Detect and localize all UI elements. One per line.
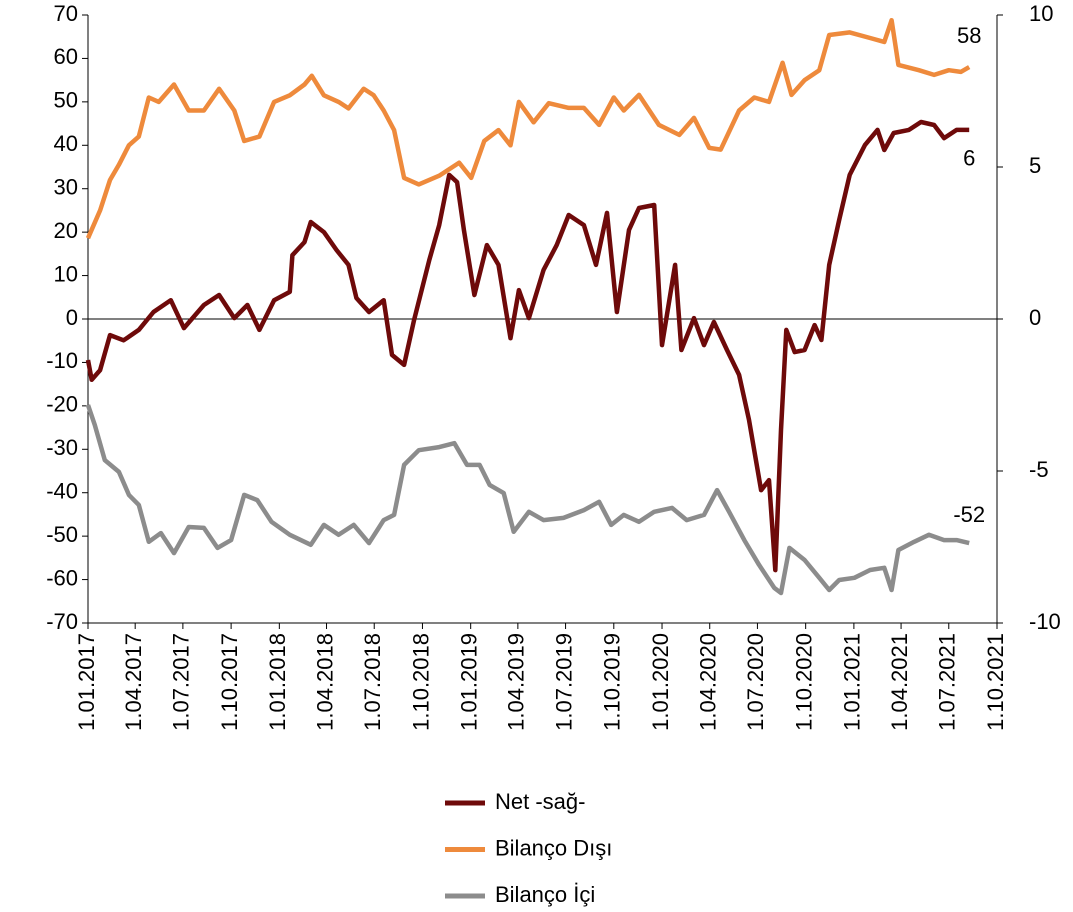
annotation: -52 [953, 502, 985, 527]
annotation: 58 [957, 23, 981, 48]
x-tick-label: 1.07.2020 [743, 633, 768, 731]
x-tick-label: 1.07.2017 [169, 633, 194, 731]
x-tick-label: 1.04.2017 [121, 633, 146, 731]
y-tick-label: 30 [54, 175, 78, 200]
x-tick-label: 1.07.2019 [551, 633, 576, 731]
x-tick-label: 1.01.2019 [456, 633, 481, 731]
legend-label: Bilanço Dışı [495, 835, 612, 860]
series-line [85, 119, 970, 573]
y-tick-label: -40 [46, 479, 78, 504]
annotation: 6 [963, 146, 975, 171]
y-tick-label: 10 [54, 261, 78, 286]
y2-tick-label: -10 [1029, 609, 1061, 634]
y-tick-label: -20 [46, 392, 78, 417]
x-tick-label: 1.04.2018 [312, 633, 337, 731]
y-tick-label: 50 [54, 88, 78, 113]
x-tick-label: 1.07.2018 [360, 633, 385, 731]
y-tick-label: 20 [54, 218, 78, 243]
x-tick-label: 1.10.2021 [983, 633, 1008, 731]
x-tick-label: 1.10.2020 [791, 633, 816, 731]
x-tick-label: 1.04.2021 [887, 633, 912, 731]
x-tick-label: 1.04.2019 [504, 633, 529, 731]
y-tick-label: -60 [46, 565, 78, 590]
y-tick-label: 70 [54, 1, 78, 26]
y2-tick-label: -5 [1029, 457, 1049, 482]
legend-label: Net -sağ- [495, 789, 585, 814]
y-tick-label: -70 [46, 609, 78, 634]
y-tick-label: 0 [66, 305, 78, 330]
x-tick-label: 1.01.2021 [840, 633, 865, 731]
x-tick-label: 1.01.2017 [74, 633, 99, 731]
y-tick-label: -50 [46, 522, 78, 547]
y2-tick-label: 0 [1029, 305, 1041, 330]
series-line [85, 404, 970, 596]
x-tick-label: 1.01.2020 [648, 633, 673, 731]
x-tick-label: 1.10.2017 [217, 633, 242, 731]
y2-tick-label: 10 [1029, 1, 1053, 26]
series-line [85, 17, 971, 240]
x-tick-label: 1.01.2018 [265, 633, 290, 731]
y-tick-label: -30 [46, 435, 78, 460]
y-tick-label: -10 [46, 348, 78, 373]
y-tick-label: 60 [54, 44, 78, 69]
x-tick-label: 1.10.2019 [600, 633, 625, 731]
x-tick-label: 1.07.2021 [935, 633, 960, 731]
legend-label: Bilanço İçi [495, 882, 595, 907]
y-tick-label: 40 [54, 131, 78, 156]
x-tick-label: 1.10.2018 [408, 633, 433, 731]
y2-tick-label: 5 [1029, 153, 1041, 178]
x-tick-label: 1.04.2020 [696, 633, 721, 731]
